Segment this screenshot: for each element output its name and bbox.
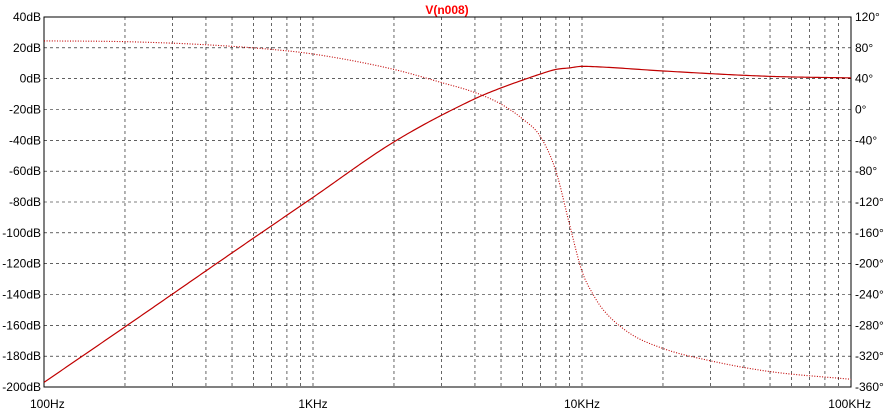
y-left-tick-label: -200dB (2, 380, 41, 394)
y-left-tick-label: -20dB (9, 103, 41, 117)
y-left-tick-label: -120dB (2, 257, 41, 271)
y-right-tick-label: -240° (855, 288, 884, 302)
y-left-tick-label: -60dB (9, 164, 41, 178)
y-left-tick-label: 40dB (13, 10, 41, 24)
y-right-tick-label: -120° (855, 195, 884, 209)
y-right-tick-label: -80° (855, 164, 877, 178)
magnitude-series-line (43, 65, 852, 383)
y-left-tick-label: 0dB (20, 72, 41, 86)
y-right-tick-label: -360° (855, 380, 884, 394)
y-right-tick-label: -280° (855, 318, 884, 332)
x-tick-label: 100Hz (30, 397, 65, 411)
series-traces (43, 40, 852, 383)
plot-frame (43, 16, 852, 388)
x-tick-label: 100KHz (828, 397, 871, 411)
x-tick-label: 1KHz (298, 397, 327, 411)
y-right-tick-label: 120° (855, 10, 880, 24)
y-right-tick-label: 0° (855, 103, 867, 117)
y-left-tick-label: 20dB (13, 41, 41, 55)
y-right-tick-label: -200° (855, 257, 884, 271)
y-left-tick-label: -140dB (2, 288, 41, 302)
phase-series-line (43, 40, 852, 380)
y-left-tick-label: -40dB (9, 133, 41, 147)
gridlines (44, 17, 851, 387)
x-tick-label: 10KHz (564, 397, 600, 411)
y-left-tick-label: -100dB (2, 226, 41, 240)
y-left-tick-label: -160dB (2, 318, 41, 332)
y-right-tick-label: -40° (855, 133, 877, 147)
y-left-tick-label: -180dB (2, 349, 41, 363)
tick-labels: 40dB 20dB 0dB -20dB -40dB -60dB -80dB -100dB -12… (2, 10, 884, 411)
chart-title: V(n008) (425, 3, 468, 17)
y-right-tick-label: 40° (855, 72, 873, 86)
y-left-tick-label: -80dB (9, 195, 41, 209)
y-right-tick-label: 80° (855, 41, 873, 55)
y-right-tick-label: -160° (855, 226, 884, 240)
y-right-tick-label: -320° (855, 349, 884, 363)
